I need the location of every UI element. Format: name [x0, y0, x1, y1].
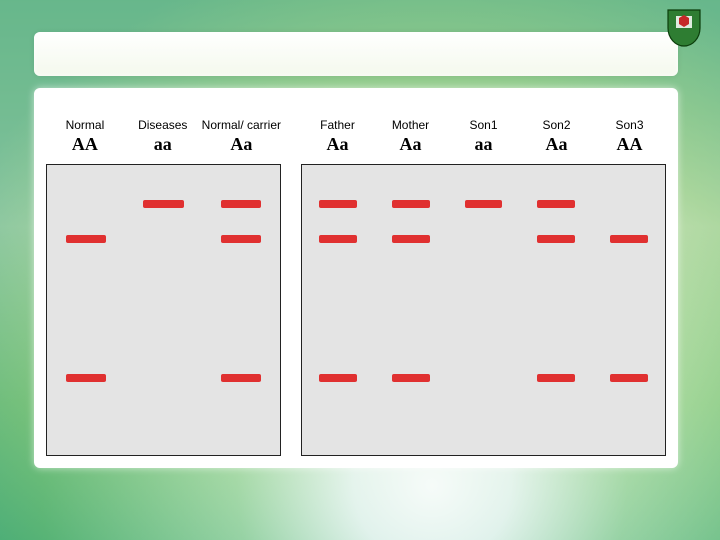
- column-son1: Son1aa: [447, 106, 520, 162]
- lane-father: [302, 165, 375, 455]
- crest-icon: [664, 6, 704, 50]
- band-middle: [319, 235, 357, 243]
- reference-panel: NormalAADiseasesaaNormal/ carrierAa: [46, 106, 281, 456]
- lane-son1: [447, 165, 520, 455]
- band-middle: [610, 235, 648, 243]
- column-label: Normal: [66, 106, 105, 132]
- column-normal-carrier: Normal/ carrierAa: [202, 106, 281, 162]
- genotype-label: AA: [72, 134, 98, 155]
- band-lower: [66, 374, 106, 382]
- genotype-label: Aa: [230, 134, 252, 155]
- column-label: Son2: [542, 106, 570, 132]
- title-bar: [34, 32, 678, 76]
- band-lower: [537, 374, 575, 382]
- column-son2: Son2Aa: [520, 106, 593, 162]
- reference-gel: [46, 164, 281, 456]
- band-middle: [221, 235, 261, 243]
- genotype-label: AA: [617, 134, 643, 155]
- genotype-label: Aa: [546, 134, 568, 155]
- column-normal: NormalAA: [46, 106, 124, 162]
- column-label: Mother: [392, 106, 429, 132]
- band-upper: [537, 200, 575, 208]
- lane-normal: [47, 165, 125, 455]
- lane-diseases: [125, 165, 203, 455]
- content-area: NormalAADiseasesaaNormal/ carrierAa Fath…: [34, 88, 678, 468]
- genotype-label: aa: [475, 134, 493, 155]
- genotype-label: aa: [154, 134, 172, 155]
- band-lower: [392, 374, 430, 382]
- band-middle: [537, 235, 575, 243]
- band-upper: [465, 200, 503, 208]
- band-upper: [392, 200, 430, 208]
- band-lower: [319, 374, 357, 382]
- family-panel: FatherAaMotherAaSon1aaSon2AaSon3AA: [301, 106, 666, 456]
- band-middle: [66, 235, 106, 243]
- column-label: Son1: [469, 106, 497, 132]
- lane-son3: [592, 165, 665, 455]
- band-upper: [143, 200, 183, 208]
- column-mother: MotherAa: [374, 106, 447, 162]
- genotype-label: Aa: [327, 134, 349, 155]
- lane-normal-carrier: [202, 165, 280, 455]
- lane-mother: [375, 165, 448, 455]
- lane-son2: [520, 165, 593, 455]
- column-father: FatherAa: [301, 106, 374, 162]
- column-diseases: Diseasesaa: [124, 106, 202, 162]
- band-lower: [610, 374, 648, 382]
- genotype-label: Aa: [400, 134, 422, 155]
- family-gel: [301, 164, 666, 456]
- column-label: Diseases: [138, 106, 187, 132]
- band-upper: [319, 200, 357, 208]
- slide: NormalAADiseasesaaNormal/ carrierAa Fath…: [0, 0, 720, 540]
- column-son3: Son3AA: [593, 106, 666, 162]
- band-lower: [221, 374, 261, 382]
- band-upper: [221, 200, 261, 208]
- column-label: Son3: [615, 106, 643, 132]
- column-label: Normal/ carrier: [202, 106, 281, 132]
- column-label: Father: [320, 106, 355, 132]
- band-middle: [392, 235, 430, 243]
